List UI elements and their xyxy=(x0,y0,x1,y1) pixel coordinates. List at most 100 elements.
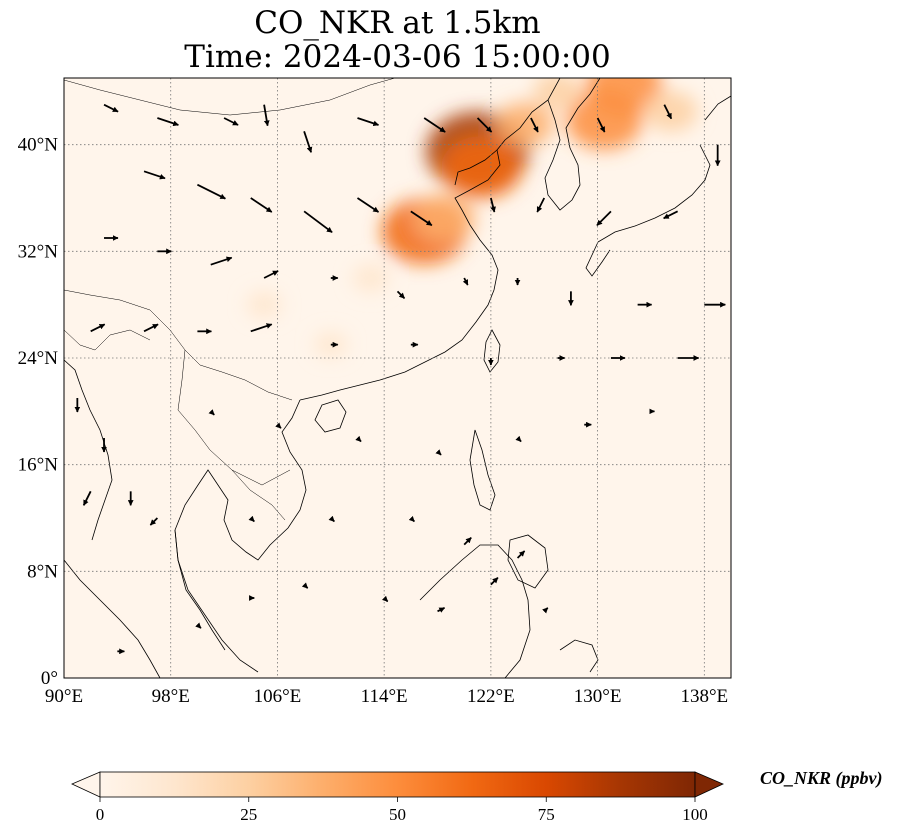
philippines-luzon xyxy=(469,429,496,511)
wind-arrow xyxy=(437,607,446,613)
wind-arrow xyxy=(516,550,526,559)
wind-arrow xyxy=(223,117,239,126)
lat-tick-label: 8°N xyxy=(27,561,58,582)
taiwan-island xyxy=(483,329,501,373)
wind-arrow xyxy=(536,197,546,213)
wind-arrow xyxy=(410,210,433,227)
philippines-mindanao xyxy=(507,534,549,589)
colorbar-tick-label: 25 xyxy=(240,805,257,824)
wind-vectors xyxy=(74,103,726,655)
wind-arrow xyxy=(250,323,273,333)
title-line-time: Time: 2024-03-06 15:00:00 xyxy=(184,39,611,75)
wind-arrow xyxy=(355,435,362,443)
wind-arrow xyxy=(250,197,273,213)
colorbar-extend-high xyxy=(694,771,724,798)
lon-tick-label: 90°E xyxy=(45,686,83,707)
wind-arrow xyxy=(143,170,166,180)
wind-arrow xyxy=(663,104,673,120)
concentration-plume xyxy=(441,136,522,199)
gridlines xyxy=(64,78,731,678)
colorbar-tick-label: 50 xyxy=(389,805,406,824)
malay-peninsula xyxy=(174,529,226,651)
wind-arrow xyxy=(596,117,606,133)
lon-tick-label: 106°E xyxy=(254,686,302,707)
concentration-plume xyxy=(586,78,663,114)
bohai-gulf xyxy=(454,149,498,186)
colorbar-label: CO_NKR (ppbv) xyxy=(760,768,883,788)
wind-arrow xyxy=(248,515,255,523)
title-line-variable: CO_NKR at 1.5km xyxy=(254,5,541,41)
wind-arrow xyxy=(530,117,539,133)
japan-honshu xyxy=(597,144,711,243)
lon-tick-label: 130°E xyxy=(574,686,622,707)
wind-arrow xyxy=(423,117,446,133)
lon-tick-label: 122°E xyxy=(467,686,515,707)
wind-arrow xyxy=(663,210,679,220)
wind-arrow xyxy=(210,256,233,266)
wind-arrow xyxy=(596,210,612,226)
wind-arrow xyxy=(490,197,496,213)
sulawesi-coast xyxy=(559,639,599,673)
wind-arrow xyxy=(143,323,159,333)
map-title: CO_NKR at 1.5km Time: 2024-03-06 15:00:0… xyxy=(64,6,731,74)
wind-arrow xyxy=(157,117,179,127)
lat-tick-label: 0° xyxy=(41,668,58,689)
wind-arrow xyxy=(462,277,469,286)
borneo-coast xyxy=(419,544,531,678)
wind-arrow xyxy=(515,435,522,443)
sumatra-coast xyxy=(64,559,161,678)
wind-arrow xyxy=(490,577,499,586)
colorbar-tick-label: 75 xyxy=(538,805,555,824)
wind-arrow xyxy=(381,595,389,603)
wind-arrow xyxy=(356,197,379,213)
wind-arrow xyxy=(301,582,309,589)
wind-arrow xyxy=(463,537,472,546)
wind-arrow xyxy=(195,622,202,629)
concentration-plume xyxy=(246,291,282,319)
colorbar-gradient xyxy=(99,771,696,798)
coastlines xyxy=(64,78,731,678)
wind-arrow xyxy=(357,117,380,127)
lat-tick-label: 24°N xyxy=(18,348,59,369)
colorbar-tick-label: 100 xyxy=(682,805,708,824)
map-frame xyxy=(63,77,732,679)
wind-arrow xyxy=(82,490,92,506)
wind-arrow xyxy=(435,449,442,456)
wind-arrow xyxy=(328,515,335,523)
japan-kyushu xyxy=(585,241,611,277)
wind-arrow xyxy=(396,290,406,299)
lon-tick-label: 138°E xyxy=(680,686,728,707)
concentration-plume xyxy=(495,102,554,147)
lat-tick-label: 32°N xyxy=(18,241,59,262)
wind-arrow xyxy=(303,210,333,234)
lon-tick-label: 98°E xyxy=(152,686,190,707)
colorbar: 0 25 50 75 100 xyxy=(71,771,724,824)
colorbar-ticks: 0 25 50 75 100 xyxy=(96,797,708,824)
colorbar-extend-low xyxy=(71,771,101,798)
lat-tick-label: 40°N xyxy=(18,135,59,156)
wind-arrow xyxy=(275,422,282,429)
wind-arrow xyxy=(303,131,313,153)
hainan-island xyxy=(314,399,347,433)
wind-arrow xyxy=(90,323,106,333)
hokkaido xyxy=(704,95,731,121)
wind-arrow xyxy=(149,517,159,526)
concentration-plume xyxy=(352,263,390,293)
korea-peninsula xyxy=(544,78,601,211)
lat-tick-label: 16°N xyxy=(18,455,59,476)
wind-arrow xyxy=(542,607,549,614)
china-coastline xyxy=(299,78,561,401)
wind-arrow xyxy=(103,103,119,113)
wind-arrow xyxy=(408,515,415,523)
wind-arrow xyxy=(208,409,215,416)
axis-tick-labels: 90°E 98°E 106°E 114°E 122°E 130°E 138°E 0° 8°N 16… xyxy=(18,135,729,707)
map-background xyxy=(64,78,731,678)
wind-arrow xyxy=(196,183,226,200)
wind-arrow xyxy=(263,270,279,279)
lon-tick-label: 114°E xyxy=(361,686,408,707)
colorbar-tick-label: 0 xyxy=(96,805,105,824)
indochina-coast xyxy=(174,399,307,673)
wind-arrow xyxy=(476,117,493,133)
country-borders xyxy=(64,78,396,521)
